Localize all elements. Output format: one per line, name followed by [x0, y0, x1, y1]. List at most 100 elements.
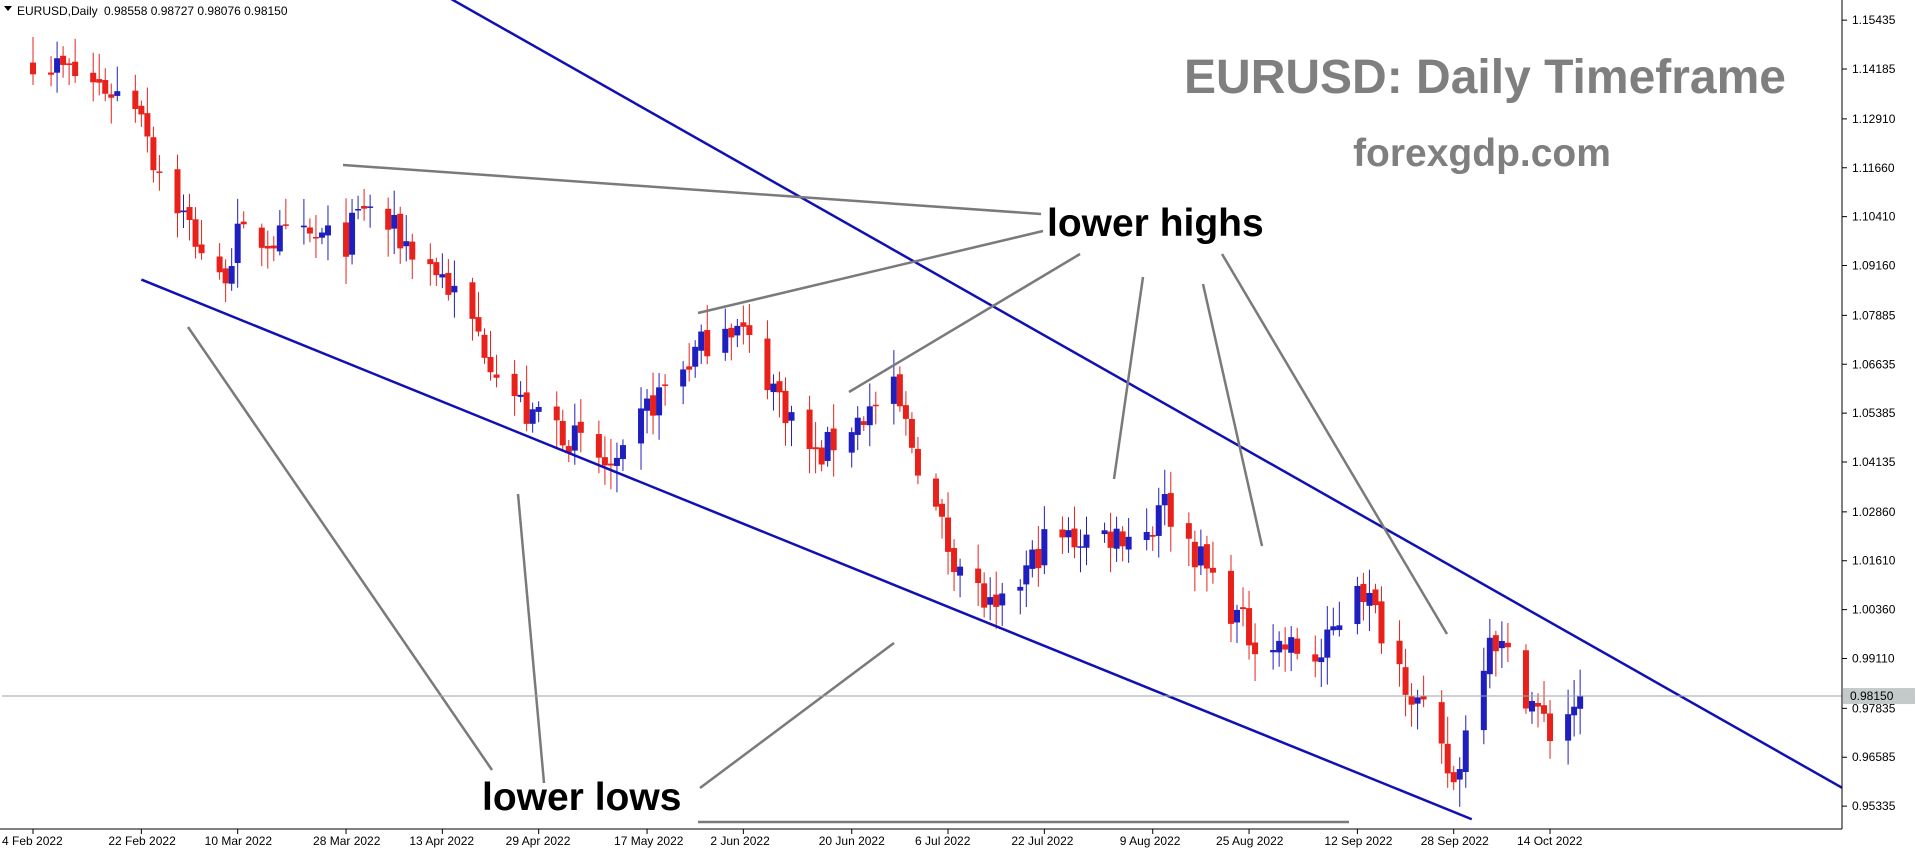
candle-body [535, 406, 542, 412]
candle-body [1083, 534, 1090, 548]
candle [349, 199, 356, 265]
candle-body [601, 457, 608, 466]
candle [102, 68, 109, 102]
candle [698, 324, 705, 364]
candle [662, 374, 669, 406]
candle-body [981, 583, 988, 608]
candle-body [1522, 650, 1529, 709]
candle-body [1366, 592, 1373, 606]
candle [529, 402, 536, 433]
candle-body [1023, 565, 1030, 585]
candle-body [1547, 713, 1554, 742]
candle-body [872, 404, 879, 407]
candle [138, 100, 145, 127]
candle [300, 199, 307, 245]
candle-body [1324, 629, 1331, 658]
candle-body [565, 446, 572, 453]
candle [1065, 517, 1072, 553]
candle-body [318, 232, 325, 238]
price-tick-label: 1.04135 [1852, 455, 1896, 469]
candle-body [824, 431, 831, 461]
candle-body [908, 418, 915, 448]
candle [535, 401, 542, 423]
candle [650, 372, 657, 435]
candle-body [192, 219, 199, 247]
candle [1547, 700, 1554, 759]
candle [318, 227, 325, 245]
candle-body [1203, 544, 1210, 569]
pointer-line [516, 493, 546, 784]
time-tick-label: 17 May 2022 [614, 834, 684, 848]
candle-body [1312, 654, 1319, 662]
candle [1462, 715, 1469, 788]
candle [475, 292, 482, 337]
candle [1522, 644, 1529, 714]
candle-body [945, 517, 952, 552]
price-tick-label: 0.97835 [1852, 701, 1896, 715]
candle-body [1276, 640, 1283, 653]
candle [607, 438, 614, 490]
candle-body [1191, 541, 1198, 568]
candle-body [300, 225, 307, 228]
price-tick-label: 1.00360 [1852, 603, 1896, 617]
candle-body [571, 425, 578, 451]
candle [1498, 621, 1505, 669]
candle [343, 198, 350, 284]
candle-body [740, 322, 747, 327]
candle [150, 126, 157, 183]
candle [1577, 669, 1584, 735]
candle-body [734, 325, 741, 336]
candle-body [180, 210, 187, 213]
candle-body [144, 113, 151, 137]
candle-body [1498, 640, 1505, 649]
dropdown-triangle-icon[interactable] [4, 6, 12, 11]
candle-body [433, 262, 440, 276]
candle-body [860, 421, 867, 425]
time-axis-labels: 4 Feb 2022 22 Feb 2022 10 Mar 2022 28 Mar 2… [2, 829, 1583, 848]
candle-body [1450, 772, 1457, 783]
candle [108, 83, 115, 124]
candle-body [409, 241, 416, 260]
candle [1354, 576, 1361, 635]
candle-body [114, 91, 121, 96]
candle-body [1252, 642, 1259, 655]
candle [999, 582, 1006, 627]
candle-body [812, 447, 819, 450]
chart-title-watermark: EURUSD: Daily Timeframe [1184, 51, 1786, 104]
time-tick-label: 4 Feb 2022 [2, 834, 63, 848]
candle [1083, 516, 1090, 566]
candle [854, 406, 861, 451]
candle [908, 412, 915, 454]
candle [1161, 469, 1168, 526]
candle-body [1492, 635, 1499, 652]
candle-body [391, 214, 398, 229]
candle-body [427, 259, 434, 265]
candle [439, 253, 446, 289]
time-tick-label: 22 Feb 2022 [108, 834, 176, 848]
candle [1149, 526, 1156, 551]
candle-body [1444, 743, 1451, 774]
time-tick-label: 28 Mar 2022 [313, 834, 381, 848]
candle [1486, 618, 1493, 689]
candle [60, 46, 67, 78]
candle-body [1149, 534, 1156, 537]
candle-body [1101, 530, 1108, 535]
candle-body [1125, 536, 1132, 550]
time-tick-label: 29 Apr 2022 [506, 834, 571, 848]
time-tick-label: 9 Aug 2022 [1120, 834, 1181, 848]
time-tick-label: 22 Jul 2022 [1011, 834, 1073, 848]
candle-body [1486, 637, 1493, 675]
candle-body [355, 209, 362, 211]
candle [1113, 516, 1120, 562]
candle-body [312, 237, 319, 239]
channel-layer [140, 0, 1864, 821]
candle [565, 440, 572, 463]
candle [1396, 620, 1403, 687]
candle-body [1480, 670, 1487, 731]
candle-body [1270, 650, 1277, 653]
candle [806, 395, 813, 474]
candle [782, 377, 789, 446]
upper-channel-line [450, 0, 1864, 801]
candle [469, 277, 476, 341]
